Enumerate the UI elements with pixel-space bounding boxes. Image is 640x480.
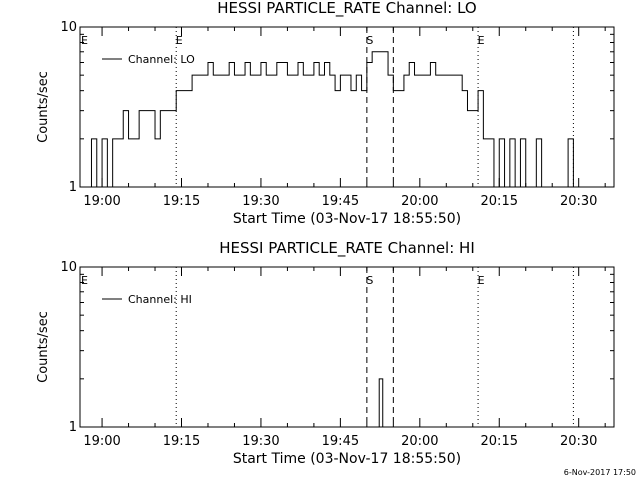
x-axis-label: Start Time (03-Nov-17 18:55:50) [233, 211, 461, 227]
x-tick-label: 19:45 [322, 434, 359, 449]
y-tick-label: 1 [69, 180, 77, 195]
event-marker-label: E [478, 274, 485, 287]
x-tick-label: 20:00 [401, 194, 438, 209]
edge-label: E [81, 274, 88, 287]
event-marker-label: S [366, 274, 373, 287]
x-tick-label: 19:30 [242, 194, 279, 209]
timestamp-label: 6-Nov-2017 17:50 [564, 468, 636, 477]
legend-label: Channel: HI [128, 293, 192, 306]
data-series-line [377, 378, 384, 428]
event-marker-label: S [366, 34, 373, 47]
y-axis-label: Counts/sec [36, 311, 51, 383]
y-tick-label: 10 [60, 20, 77, 35]
chart-title: HESSI PARTICLE_RATE Channel: HI [219, 239, 475, 258]
x-tick-label: 19:30 [242, 434, 279, 449]
event-marker-label: E [478, 34, 485, 47]
edge-label: E [81, 34, 88, 47]
event-marker-label: E [176, 34, 183, 47]
x-tick-label: 20:30 [560, 434, 597, 449]
chart-panel: HESSI PARTICLE_RATE Channel: LO Counts/se… [36, 0, 615, 227]
x-tick-label: 20:00 [401, 434, 438, 449]
x-tick-label: 19:15 [163, 194, 200, 209]
x-tick-label: 19:00 [83, 434, 120, 449]
y-tick-label: 10 [60, 260, 77, 275]
plot-frame [79, 266, 615, 428]
data-series-line [86, 51, 574, 188]
x-axis-label: Start Time (03-Nov-17 18:55:50) [233, 451, 461, 467]
x-tick-label: 20:30 [560, 194, 597, 209]
x-tick-label: 20:15 [481, 434, 518, 449]
x-tick-label: 20:15 [481, 194, 518, 209]
chart-title: HESSI PARTICLE_RATE Channel: LO [217, 0, 476, 18]
y-tick-label: 1 [69, 420, 77, 435]
x-tick-label: 19:45 [322, 194, 359, 209]
legend-label: Channel: LO [128, 53, 195, 66]
x-tick-label: 19:00 [83, 194, 120, 209]
x-tick-label: 19:15 [163, 434, 200, 449]
chart-panel: HESSI PARTICLE_RATE Channel: HI Counts/se… [36, 239, 615, 467]
plot-frame [79, 26, 615, 188]
y-axis-label: Counts/sec [36, 71, 51, 143]
